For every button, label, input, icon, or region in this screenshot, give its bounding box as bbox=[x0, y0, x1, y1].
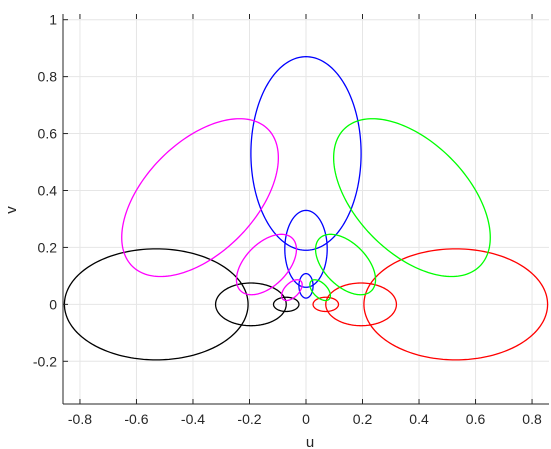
y-axis-label: v bbox=[3, 206, 20, 214]
ellipse-red-3 bbox=[312, 296, 340, 313]
x-tick-label: 0.4 bbox=[409, 411, 429, 427]
y-tick-label: 0.4 bbox=[38, 182, 58, 198]
tick-labels: -0.8 -0.6 -0.4 -0.2 0 0.2 0.4 0.6 0.8 -0.2 0 0.2 0.4… bbox=[33, 12, 542, 427]
y-tick-label: 0.2 bbox=[38, 239, 58, 255]
x-tick-label: 0.6 bbox=[466, 411, 486, 427]
ellipse-red-2 bbox=[325, 282, 398, 327]
y-tick-label: 0 bbox=[49, 296, 57, 312]
x-tick-label: 0 bbox=[302, 411, 310, 427]
x-tick-label: 0.8 bbox=[522, 411, 542, 427]
axes bbox=[62, 14, 549, 405]
x-axis-label: u bbox=[306, 434, 314, 449]
ellipse-magenta-3 bbox=[280, 279, 303, 302]
y-tick-label: 0.8 bbox=[38, 69, 58, 85]
ellipse-green-2 bbox=[314, 233, 377, 296]
grid bbox=[63, 14, 549, 404]
x-tick-label: -0.6 bbox=[124, 411, 148, 427]
x-tick-label: -0.4 bbox=[181, 411, 205, 427]
ellipse-black-2 bbox=[214, 282, 287, 327]
ellipse-magenta-1 bbox=[121, 118, 280, 278]
y-tick-label: -0.2 bbox=[33, 353, 57, 369]
ellipse-red-1 bbox=[363, 248, 549, 361]
ellipse-green-3 bbox=[309, 279, 332, 302]
ellipse-magenta-2 bbox=[235, 233, 298, 296]
x-tick-label: -0.2 bbox=[237, 411, 261, 427]
y-tick-label: 1 bbox=[49, 12, 57, 28]
ellipse-blue-2 bbox=[284, 209, 328, 288]
ellipse-blue-1 bbox=[250, 56, 362, 251]
x-tick-label: -0.8 bbox=[68, 411, 92, 427]
x-tick-label: 0.2 bbox=[353, 411, 373, 427]
y-tick-label: 0.6 bbox=[38, 126, 58, 142]
ellipse-green-1 bbox=[332, 118, 491, 278]
ellipse-blue-3 bbox=[298, 272, 314, 299]
